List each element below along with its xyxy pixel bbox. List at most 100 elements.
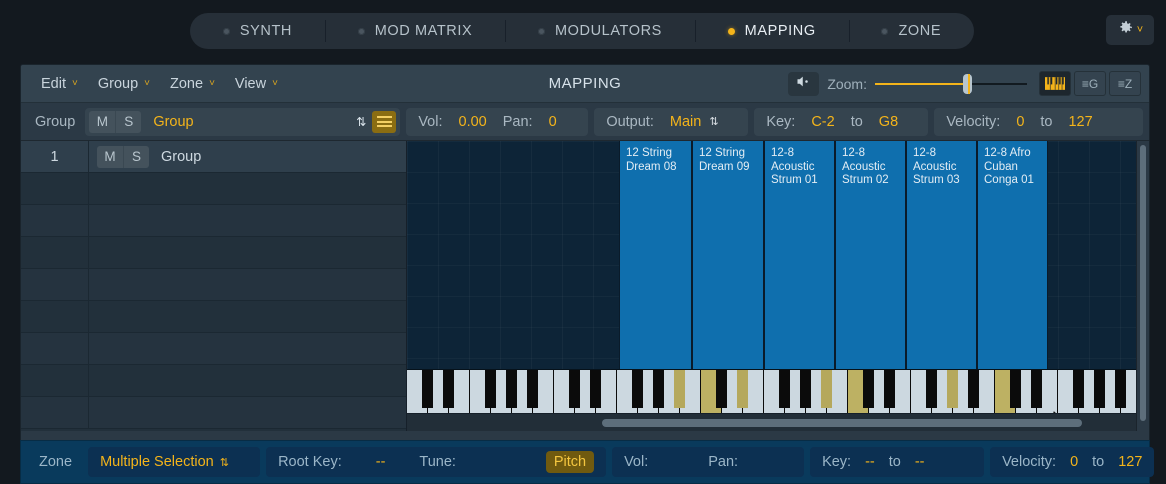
- table-row[interactable]: 1 M S Group: [21, 141, 406, 173]
- horizontal-scrollbar-thumb[interactable]: [602, 419, 1082, 427]
- menu-group[interactable]: Group ˅: [88, 72, 160, 96]
- black-key[interactable]: [632, 370, 643, 408]
- zone-label: 12 String Dream 09: [699, 147, 750, 173]
- output-label: Output:: [606, 113, 654, 130]
- black-key-highlighted[interactable]: [674, 370, 685, 408]
- group-list-empty-row[interactable]: [21, 205, 406, 237]
- tab-label: MAPPING: [744, 23, 816, 39]
- group-list-view-button[interactable]: ≡G: [1074, 71, 1106, 96]
- black-key[interactable]: [926, 370, 937, 408]
- velocity-low-value: 0: [1070, 454, 1079, 470]
- zone-velocity-range-field[interactable]: Velocity: 0 to 127: [990, 447, 1155, 477]
- black-key[interactable]: [779, 370, 790, 408]
- black-key[interactable]: [653, 370, 664, 408]
- black-key[interactable]: [506, 370, 517, 408]
- group-list-empty-row[interactable]: [21, 333, 406, 365]
- menu-label: Zone: [170, 75, 204, 92]
- vertical-scrollbar[interactable]: [1136, 141, 1149, 431]
- zoom-slider-knob[interactable]: [963, 73, 973, 94]
- black-key[interactable]: [884, 370, 895, 408]
- pan-label: Pan:: [502, 113, 533, 130]
- panel-menu-right: Zoom:: [788, 65, 1141, 102]
- zone-vol-pan-field[interactable]: Vol: Pan:: [612, 447, 805, 477]
- zoom-slider-fill: [875, 82, 970, 85]
- zoom-slider[interactable]: [875, 73, 1027, 94]
- tab-mod-matrix[interactable]: MOD MATRIX: [324, 13, 505, 49]
- black-key[interactable]: [863, 370, 874, 408]
- vertical-scrollbar-thumb[interactable]: [1140, 145, 1146, 421]
- stepper-icon[interactable]: ⇅: [709, 116, 719, 128]
- menu-view[interactable]: View ˅: [225, 72, 288, 96]
- solo-button[interactable]: S: [115, 110, 142, 133]
- zone-selection-value: Multiple Selection: [100, 454, 214, 470]
- black-key[interactable]: [569, 370, 580, 408]
- zone-list-icon: ≡Z: [1117, 76, 1133, 91]
- horizontal-scrollbar[interactable]: [407, 413, 1136, 431]
- black-key[interactable]: [485, 370, 496, 408]
- pan-label: Pan:: [708, 454, 739, 470]
- mute-button[interactable]: M: [89, 110, 116, 133]
- black-key-highlighted[interactable]: [821, 370, 832, 408]
- black-key[interactable]: [1010, 370, 1021, 408]
- chevron-down-icon: ˅: [72, 77, 78, 89]
- zone-key-range-field[interactable]: Key: -- to --: [810, 447, 985, 477]
- group-list-empty-row[interactable]: [21, 173, 406, 205]
- zone-root-tune-field[interactable]: Root Key: -- Tune: Pitch: [266, 447, 607, 477]
- group-list-icon: ≡G: [1081, 76, 1099, 91]
- black-key[interactable]: [968, 370, 979, 408]
- black-key[interactable]: [1115, 370, 1126, 408]
- black-key[interactable]: [443, 370, 454, 408]
- zone-selection-field[interactable]: Multiple Selection ⇅: [88, 447, 261, 477]
- group-row-name: Group: [161, 148, 202, 165]
- zone-map-editor[interactable]: 12 String Dream 08 12 String Dream 09 12…: [407, 141, 1149, 431]
- menu-edit[interactable]: Edit ˅: [31, 72, 88, 96]
- group-list-empty-row[interactable]: [21, 397, 406, 429]
- group-key-range-field[interactable]: Key: C-2 to G8: [754, 107, 929, 136]
- pitch-button[interactable]: Pitch: [545, 451, 595, 473]
- tab-modulators[interactable]: MODULATORS: [505, 13, 695, 49]
- black-key-highlighted[interactable]: [947, 370, 958, 408]
- group-velocity-range-field[interactable]: Velocity: 0 to 127: [934, 107, 1143, 136]
- black-key[interactable]: [527, 370, 538, 408]
- black-key[interactable]: [1031, 370, 1042, 408]
- black-key-highlighted[interactable]: [737, 370, 748, 408]
- stepper-icon[interactable]: ⇅: [219, 456, 229, 469]
- settings-menu-button[interactable]: ˅: [1106, 15, 1154, 45]
- group-list-empty-row[interactable]: [21, 365, 406, 397]
- keyboard-view-button[interactable]: [1039, 71, 1071, 96]
- velocity-high-value: 127: [1118, 454, 1143, 470]
- solo-button[interactable]: S: [123, 145, 149, 168]
- black-key[interactable]: [800, 370, 811, 408]
- chevron-down-icon: ˅: [144, 77, 150, 89]
- mute-button[interactable]: M: [97, 145, 123, 168]
- tab-label: SYNTH: [239, 23, 292, 39]
- group-menu-button[interactable]: [372, 110, 397, 133]
- mapping-body: 1 M S Group 12 Stri: [21, 141, 1149, 431]
- mapping-panel: Edit ˅ Group ˅ Zone ˅ View ˅ MAPPING: [20, 64, 1150, 472]
- tab-label: MOD MATRIX: [374, 23, 473, 39]
- black-key[interactable]: [422, 370, 433, 408]
- black-key[interactable]: [1094, 370, 1105, 408]
- tab-mapping[interactable]: MAPPING: [694, 13, 849, 49]
- zone-label: 12-8 Afro Cuban Conga 01: [984, 147, 1034, 186]
- black-key[interactable]: [716, 370, 727, 408]
- group-output-field[interactable]: Output: Main ⇅: [594, 107, 749, 136]
- menu-zone[interactable]: Zone ˅: [160, 72, 225, 96]
- tab-zone[interactable]: ZONE: [848, 13, 974, 49]
- zone-bar-label: Zone: [39, 454, 73, 470]
- tab-led-icon: [727, 27, 735, 35]
- group-list-empty-row[interactable]: [21, 269, 406, 301]
- stepper-icon[interactable]: ⇅: [356, 114, 367, 129]
- black-key[interactable]: [1073, 370, 1084, 408]
- group-vol-pan-field[interactable]: Vol: 0.00 Pan: 0: [406, 107, 589, 136]
- key-low-value: C-2: [811, 113, 835, 130]
- zone-list-view-button[interactable]: ≡Z: [1109, 71, 1141, 96]
- group-list-empty-row[interactable]: [21, 237, 406, 269]
- tab-synth[interactable]: SYNTH: [190, 13, 325, 49]
- group-list-empty-row[interactable]: [21, 301, 406, 333]
- chevron-down-icon: ˅: [1136, 23, 1144, 36]
- audition-button[interactable]: [788, 71, 820, 96]
- velocity-low-value: 0: [1016, 113, 1025, 130]
- group-selector[interactable]: M S Group ⇅: [85, 107, 401, 136]
- black-key[interactable]: [590, 370, 601, 408]
